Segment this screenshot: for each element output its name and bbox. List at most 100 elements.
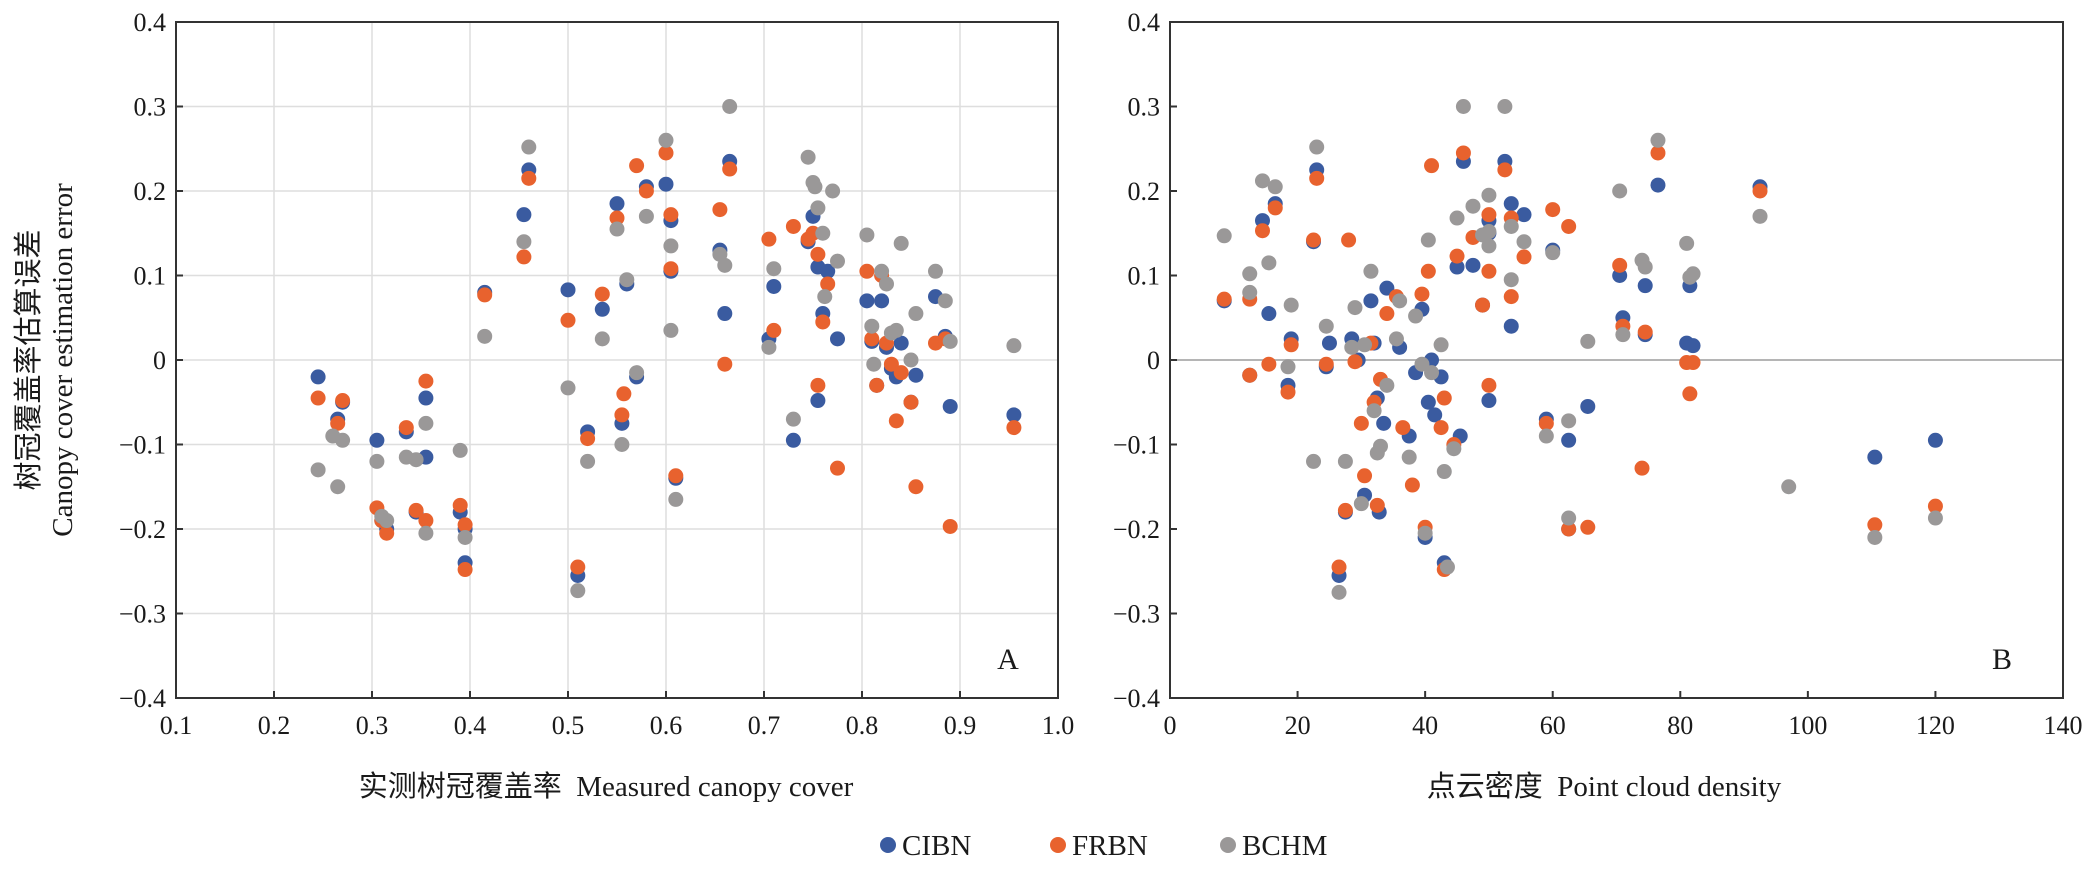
- point-bchm: [452, 442, 468, 458]
- point-frbn: [1280, 384, 1296, 400]
- point-frbn: [712, 202, 728, 218]
- point-frbn: [310, 390, 326, 406]
- point-cibn: [1580, 398, 1596, 414]
- point-frbn: [1561, 521, 1577, 537]
- point-bchm: [1516, 234, 1532, 250]
- legend-label-cibn: CIBN: [902, 830, 971, 862]
- point-bchm: [580, 453, 596, 469]
- point-frbn: [810, 246, 826, 262]
- point-bchm: [785, 411, 801, 427]
- x-tick-label: 0.3: [356, 711, 389, 740]
- point-frbn: [1455, 145, 1471, 161]
- point-bchm: [1366, 403, 1382, 419]
- point-bchm: [800, 149, 816, 165]
- point-frbn: [888, 413, 904, 429]
- point-frbn: [1497, 162, 1513, 178]
- point-frbn: [717, 356, 733, 372]
- panel-label-b: B: [1992, 643, 2012, 676]
- legend: CIBN FRBN BCHM: [880, 830, 1327, 862]
- point-bchm: [658, 132, 674, 148]
- point-bchm: [1344, 339, 1360, 355]
- point-frbn: [1379, 306, 1395, 322]
- point-frbn: [1637, 324, 1653, 340]
- point-bchm: [1242, 284, 1258, 300]
- point-frbn: [594, 286, 610, 302]
- point-frbn: [379, 525, 395, 541]
- y-tick-label: 0.2: [1128, 177, 1161, 206]
- point-bchm: [1379, 377, 1395, 393]
- point-frbn: [1006, 420, 1022, 436]
- legend-item-cibn: CIBN: [880, 830, 971, 862]
- y-tick-label: 0.1: [1128, 262, 1161, 291]
- point-cibn: [609, 196, 625, 212]
- y-ticks-a: −0.4 −0.3 −0.2 −0.1 0 0.1 0.2 0.3 0.4: [119, 8, 183, 713]
- point-bchm: [1781, 479, 1797, 495]
- point-frbn: [609, 210, 625, 226]
- point-bchm: [864, 318, 880, 334]
- point-cibn: [1449, 259, 1465, 275]
- point-bchm: [1465, 198, 1481, 214]
- point-bchm: [1318, 318, 1334, 334]
- point-frbn: [908, 479, 924, 495]
- y-tick-label: −0.1: [119, 431, 166, 460]
- point-frbn: [1267, 200, 1283, 216]
- point-bchm: [937, 293, 953, 309]
- point-frbn: [629, 158, 645, 174]
- x-tick-label: 0.7: [748, 711, 781, 740]
- point-bchm: [1503, 218, 1519, 234]
- y-tick-label: −0.2: [1113, 515, 1160, 544]
- point-frbn: [1404, 477, 1420, 493]
- point-bchm: [1280, 359, 1296, 375]
- point-frbn: [1503, 289, 1519, 305]
- point-bchm: [1283, 297, 1299, 313]
- point-cibn: [1503, 196, 1519, 212]
- legend-item-frbn: FRBN: [1050, 830, 1148, 862]
- point-frbn: [1357, 468, 1373, 484]
- point-frbn: [1433, 420, 1449, 436]
- point-cibn: [1503, 318, 1519, 334]
- point-frbn: [663, 261, 679, 277]
- y-tick-label: 0.3: [134, 93, 167, 122]
- point-frbn: [903, 394, 919, 410]
- point-frbn: [1449, 248, 1465, 264]
- point-bchm: [1752, 208, 1768, 224]
- point-frbn: [1580, 519, 1596, 535]
- point-bchm: [866, 356, 882, 372]
- y-tick-label: 0.2: [134, 177, 167, 206]
- point-bchm: [1357, 337, 1373, 353]
- point-frbn: [1347, 354, 1363, 370]
- point-bchm: [1446, 441, 1462, 457]
- point-frbn: [658, 145, 674, 161]
- point-frbn: [810, 377, 826, 393]
- point-bchm: [761, 339, 777, 355]
- point-bchm: [1254, 173, 1270, 189]
- point-bchm: [668, 491, 684, 507]
- point-bchm: [888, 322, 904, 338]
- point-bchm: [1261, 255, 1277, 271]
- point-bchm: [1561, 510, 1577, 526]
- point-bchm: [807, 179, 823, 195]
- point-bchm: [1436, 464, 1452, 480]
- point-bchm: [594, 331, 610, 347]
- point-frbn: [859, 263, 875, 279]
- x-tick-label: 0.2: [258, 711, 291, 740]
- point-frbn: [1867, 517, 1883, 533]
- point-frbn: [761, 231, 777, 247]
- point-bchm: [1337, 453, 1353, 469]
- point-cibn: [766, 278, 782, 294]
- point-bchm: [418, 525, 434, 541]
- point-bchm: [1538, 428, 1554, 444]
- y-tick-label: −0.4: [1113, 684, 1160, 713]
- point-cibn: [658, 176, 674, 192]
- point-frbn: [785, 218, 801, 234]
- point-cibn: [874, 293, 890, 309]
- point-bchm: [1006, 338, 1022, 354]
- y-axis-label-en: Canopy cover estimation error: [47, 183, 79, 537]
- y-tick-label: 0: [1147, 346, 1160, 375]
- point-bchm: [1420, 232, 1436, 248]
- point-cibn: [717, 306, 733, 322]
- point-frbn: [668, 468, 684, 484]
- point-bchm: [1353, 496, 1369, 512]
- point-frbn: [516, 249, 532, 265]
